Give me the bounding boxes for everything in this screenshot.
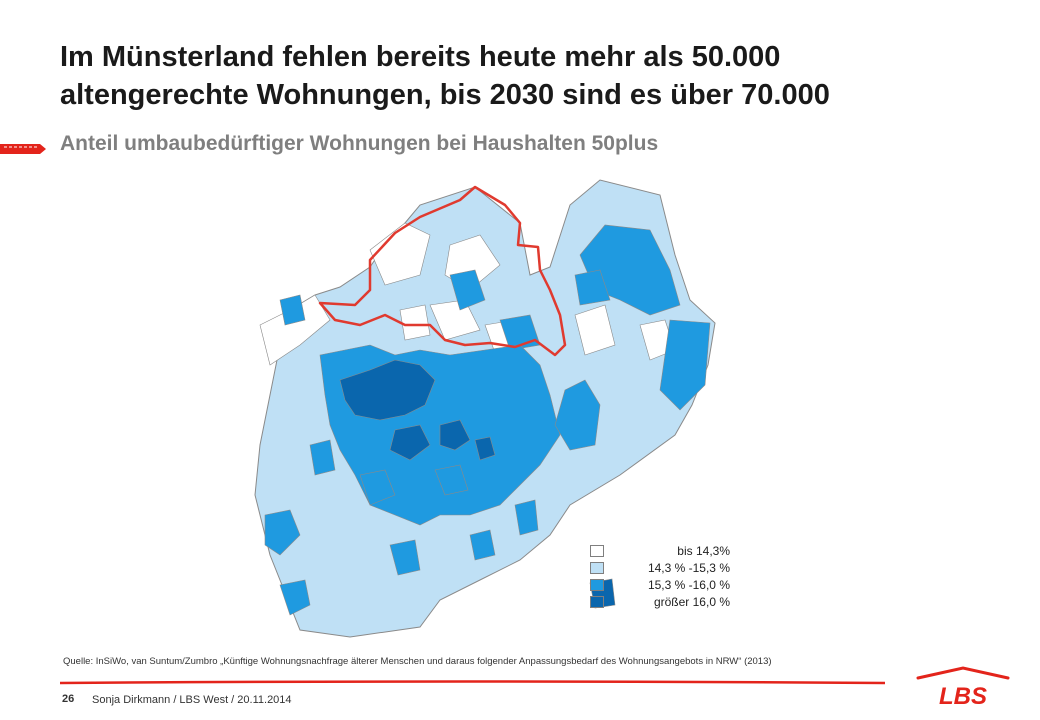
legend-swatch	[590, 578, 604, 591]
title-line-1: Im Münsterland fehlen bereits heute mehr…	[60, 41, 781, 73]
legend-label: größer 16,0 %	[653, 594, 730, 609]
svg-text:LBS: LBS	[939, 683, 987, 710]
legend-label: 14,3 % -15,3 %	[647, 560, 730, 575]
legend-item: bis 14,3%	[590, 542, 730, 559]
muensterland-border	[318, 185, 567, 357]
lbs-logo: LBS	[916, 666, 1010, 710]
title-line-2: altengerechte Wohnungen, bis 2030 sind e…	[60, 79, 830, 111]
districts-white	[259, 222, 676, 366]
legend-label: 15,3 % -16,0 %	[647, 577, 730, 592]
slide-title: Im Münsterland fehlen bereits heute mehr…	[60, 38, 1020, 114]
footer-divider	[60, 680, 885, 685]
legend-item: größer 16,0 %	[590, 593, 730, 610]
footer-text: Sonja Dirkmann / LBS West / 20.11.2014	[92, 694, 292, 706]
nrw-map	[254, 179, 716, 638]
legend-swatch	[590, 561, 604, 574]
legend-item: 15,3 % -16,0 %	[590, 576, 730, 593]
districts-mid-south	[359, 464, 469, 506]
source-note: Quelle: InSiWo, van Suntum/Zumbro „Künft…	[63, 656, 772, 667]
legend-label: bis 14,3%	[677, 543, 730, 558]
legend-item: 14,3 % -15,3 %	[590, 559, 730, 576]
slide-marker-icon	[0, 144, 46, 154]
map-legend: bis 14,3% 14,3 % -15,3 % 15,3 % -16,0 % …	[590, 542, 730, 610]
legend-swatch	[590, 544, 604, 557]
legend-swatch	[590, 595, 604, 608]
page-number: 26	[62, 693, 75, 705]
slide-subtitle: Anteil umbaubedürftiger Wohnungen bei Ha…	[60, 132, 659, 155]
